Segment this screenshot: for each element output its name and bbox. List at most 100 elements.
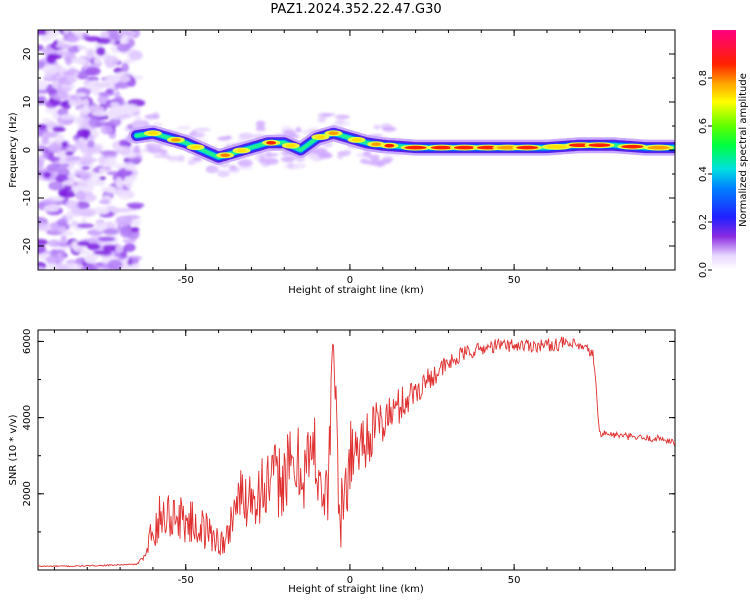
noise-blob [47, 153, 55, 162]
noise-blob [128, 205, 142, 210]
noise-blob [66, 35, 80, 43]
haze-blob [373, 124, 381, 130]
noise-blob [41, 118, 52, 123]
bottom-x-tick-label: -50 [178, 575, 194, 586]
top-x-axis-label: Height of straight line (km) [288, 285, 424, 296]
noise-blob [98, 167, 107, 174]
noise-blob [122, 239, 137, 244]
ridge-hotspot [430, 145, 453, 150]
noise-blob [43, 171, 52, 179]
noise-blob [93, 54, 101, 65]
ridge-hotspot [384, 143, 395, 148]
noise-blob [98, 208, 110, 215]
noise-blob [114, 91, 121, 98]
haze-blob [313, 147, 328, 155]
noise-blob [41, 135, 50, 145]
ridge-hotspot [315, 135, 326, 139]
noise-blob [93, 250, 111, 255]
noise-blob [70, 94, 79, 101]
noise-blob [83, 181, 95, 192]
noise-blob [94, 221, 106, 232]
haze-blob [382, 156, 394, 162]
noise-blob [115, 215, 133, 226]
noise-blob [43, 204, 60, 212]
haze-blob [193, 132, 206, 138]
spectrogram-noise-blobs [38, 30, 404, 270]
noise-blob [47, 144, 62, 153]
bottom-x-tick-label: 50 [508, 575, 521, 586]
top-y-tick-label: -10 [22, 190, 33, 206]
top-x-tick-label: 0 [347, 275, 353, 286]
noise-blob [87, 105, 105, 112]
top-y-tick-label: 0 [22, 147, 33, 153]
haze-blob [237, 159, 253, 167]
bottom-y-tick-label: 2000 [22, 481, 33, 506]
haze-blob [159, 153, 171, 158]
noise-blob [67, 173, 77, 180]
top-y-tick-label: 10 [22, 96, 33, 109]
noise-blob [56, 218, 68, 227]
noise-blob [82, 98, 89, 109]
haze-blob [238, 132, 254, 140]
ridge-hotspot [285, 143, 296, 148]
ridge-hotspot [236, 148, 247, 153]
noise-blob [84, 36, 102, 42]
noise-blob [44, 107, 59, 113]
colorbar-ticks: 0.0 0.2 0.4 0.6 0.8 [698, 70, 712, 278]
noise-blob [91, 110, 109, 117]
top-y-tick-label: -20 [22, 238, 33, 254]
noise-blob [48, 181, 64, 191]
noise-blob [131, 257, 140, 265]
ridge-hotspot [545, 145, 568, 149]
noise-blob [103, 55, 119, 67]
bottom-x-tick-label: 0 [347, 575, 353, 586]
haze-blob [177, 155, 185, 162]
haze-blob [343, 149, 352, 155]
ridge-hotspot [371, 142, 382, 147]
noise-blob [122, 59, 132, 64]
noise-blob [81, 265, 99, 270]
noise-blob [76, 128, 91, 138]
noise-blob [107, 259, 123, 270]
ridge-hotspot [621, 144, 644, 149]
haze-blob [382, 126, 397, 132]
haze-blob [132, 148, 141, 154]
noise-blob [46, 163, 61, 172]
haze-blob [217, 170, 230, 178]
bottom-x-axis-label: Height of straight line (km) [288, 584, 424, 595]
haze-blob [368, 154, 380, 161]
noise-blob [102, 244, 118, 252]
noise-blob [88, 117, 101, 128]
noise-blob [102, 228, 120, 235]
noise-blob [38, 60, 45, 70]
top-x-tick-label: 50 [508, 275, 521, 286]
ridge-hotspot [190, 145, 201, 149]
haze-blob [255, 126, 266, 132]
noise-blob [60, 235, 67, 245]
noise-blob [65, 151, 74, 156]
noise-blob [115, 207, 133, 213]
noise-blob [119, 225, 131, 233]
ridge-hotspot [147, 131, 158, 135]
noise-blob [64, 156, 81, 162]
haze-blob [368, 159, 384, 166]
haze-blob [264, 157, 279, 165]
bottom-y-tick-label: 4000 [22, 405, 33, 430]
noise-blob [55, 133, 65, 143]
haze-blob [133, 120, 147, 128]
noise-blob [129, 50, 143, 60]
haze-blob [255, 120, 266, 128]
noise-blob [58, 158, 66, 165]
haze-blob [265, 153, 279, 157]
bottom-y-ticks: 2000 4000 6000 [22, 329, 675, 533]
ridge-hotspot [328, 131, 339, 135]
noise-blob [71, 220, 78, 226]
colorbar-gradient [712, 30, 736, 270]
noise-blob [118, 139, 128, 147]
noise-blob [65, 56, 73, 66]
noise-blob [118, 74, 131, 83]
noise-blob [105, 88, 115, 94]
haze-blob [134, 114, 142, 122]
ridge-hotspot [351, 138, 362, 142]
